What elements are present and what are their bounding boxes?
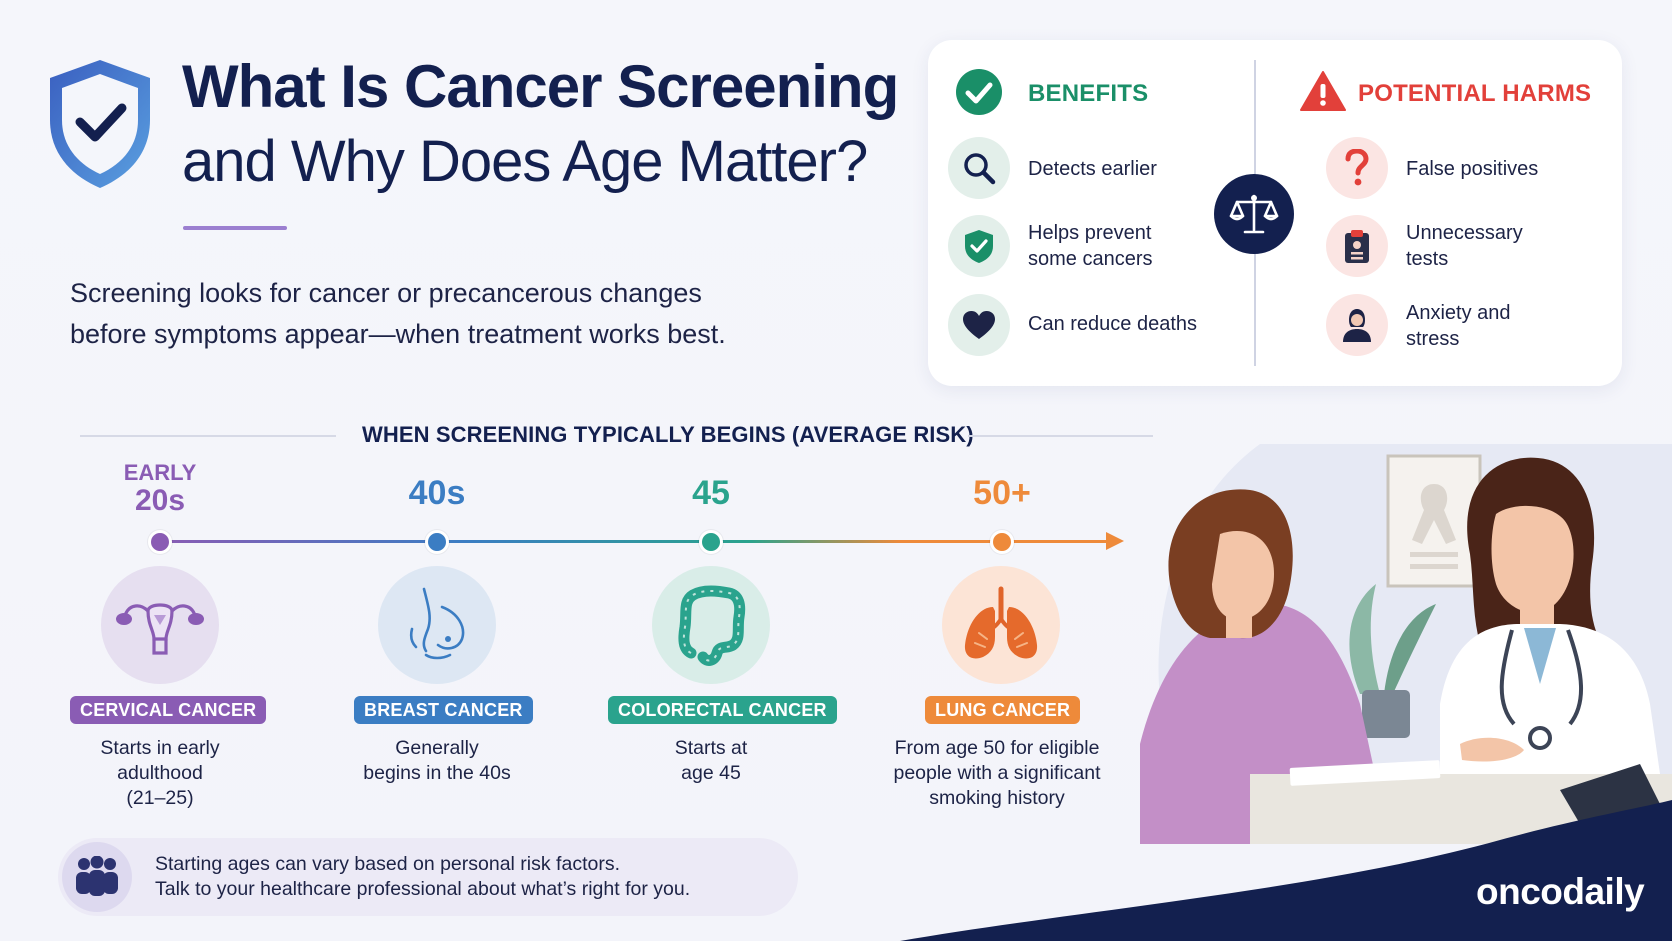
timeline-marker xyxy=(425,530,449,554)
benefits-title: BENEFITS xyxy=(1028,80,1149,107)
intro-text: Screening looks for cancer or precancero… xyxy=(70,273,790,355)
intro-line: before symptoms appear—when treatment wo… xyxy=(70,319,726,349)
arrow-right-icon xyxy=(1106,532,1124,550)
person-icon xyxy=(1326,294,1388,356)
question-icon xyxy=(1326,137,1388,199)
timeline-line xyxy=(160,540,1110,543)
colon-icon xyxy=(652,566,770,684)
intro-line: Screening looks for cancer or precancero… xyxy=(70,278,702,308)
lungs-icon xyxy=(942,566,1060,684)
stage-label: LUNG CANCER xyxy=(925,696,1081,724)
note-text: Starting ages can vary based on personal… xyxy=(155,853,691,900)
harms-title: POTENTIAL HARMS xyxy=(1358,80,1592,107)
stage-age: 50+ xyxy=(973,474,1031,512)
title-underline xyxy=(183,226,287,230)
benefit-item: Helps prevent some cancers xyxy=(1028,222,1153,270)
brand-wave xyxy=(900,800,1672,941)
stage-age: EARLY 20s xyxy=(123,460,197,517)
shield-check-icon xyxy=(50,60,150,188)
shield-check-icon xyxy=(948,215,1010,277)
stage-label: BREAST CANCER xyxy=(354,696,533,724)
balance-scale-icon xyxy=(1214,174,1294,254)
harm-item: Unnecessary tests xyxy=(1406,222,1523,270)
timeline-heading: WHEN SCREENING TYPICALLY BEGINS (AVERAGE… xyxy=(362,422,974,447)
uterus-icon xyxy=(101,566,219,684)
brand-logo: oncodaily xyxy=(1476,871,1645,912)
people-group-icon xyxy=(62,842,132,912)
stage-label: COLORECTAL CANCER xyxy=(608,696,837,724)
risk-note xyxy=(58,838,798,916)
magnifier-icon xyxy=(948,137,1010,199)
stage-description: From age 50 for eligible people with a s… xyxy=(893,737,1101,809)
harm-item: Anxiety and stress xyxy=(1406,302,1511,350)
page-title: What Is Cancer Screening xyxy=(182,53,899,120)
breast-icon xyxy=(378,566,496,684)
stage-description: Starts at age 45 xyxy=(674,737,748,784)
timeline-marker xyxy=(148,530,172,554)
checkmark-circle-icon xyxy=(955,68,1003,121)
page-subtitle: and Why Does Age Matter? xyxy=(182,129,868,194)
stage-description: Starts in early adulthood (21–25) xyxy=(100,737,220,809)
clipboard-icon xyxy=(1326,215,1388,277)
timeline-marker xyxy=(699,530,723,554)
stage-label: CERVICAL CANCER xyxy=(70,696,267,724)
heading-rule xyxy=(968,435,1153,437)
heart-icon xyxy=(948,294,1010,356)
stage-age: 40s xyxy=(408,474,466,512)
stage-age: 45 xyxy=(692,474,730,512)
warning-triangle-icon xyxy=(1300,70,1346,117)
heading-rule xyxy=(80,435,336,437)
stage-description: Generally begins in the 40s xyxy=(363,737,511,784)
doctor-patient-illustration xyxy=(1140,444,1672,844)
harm-item: False positives xyxy=(1406,158,1539,180)
benefit-item: Can reduce deaths xyxy=(1028,313,1198,335)
benefit-item: Detects earlier xyxy=(1028,158,1157,180)
timeline-marker xyxy=(990,530,1014,554)
